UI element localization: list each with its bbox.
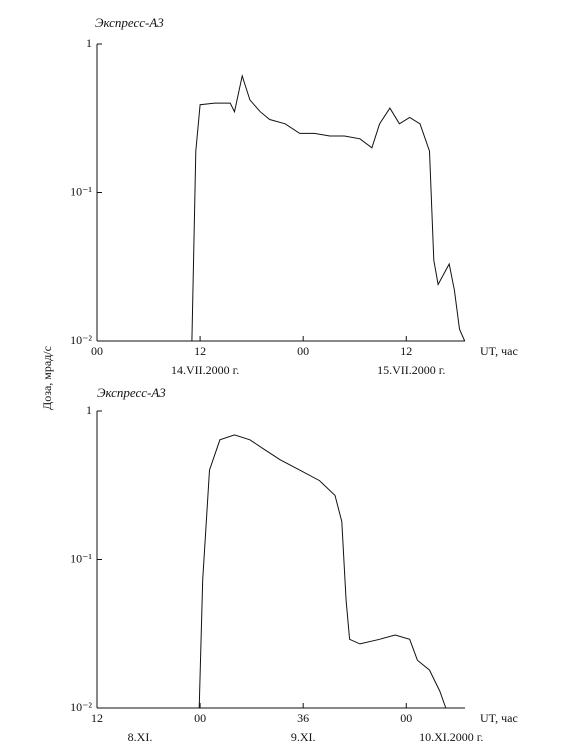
date-label: 15.VII.2000 г. bbox=[377, 363, 445, 377]
y-tick-label: 10⁻² bbox=[70, 333, 92, 347]
x-axis-label: UT, час bbox=[480, 344, 518, 358]
x-tick-label: 00 bbox=[297, 344, 309, 358]
chart-title: Экспресс-А3 bbox=[95, 15, 164, 30]
data-line bbox=[191, 73, 466, 342]
date-label: 8.XI. bbox=[128, 730, 153, 744]
x-tick-label: 00 bbox=[194, 711, 206, 725]
x-axis-label: UT, час bbox=[480, 711, 518, 725]
x-tick-label: 12 bbox=[194, 344, 206, 358]
x-tick-label: 36 bbox=[297, 711, 309, 725]
date-label: 14.VII.2000 г. bbox=[171, 363, 239, 377]
y-tick-label: 1 bbox=[86, 36, 92, 50]
date-label: 10.XI.2000 г. bbox=[419, 730, 483, 744]
y-tick-label: 1 bbox=[86, 403, 92, 417]
x-tick-label: 00 bbox=[400, 711, 412, 725]
chart-title: Экспресс-А3 bbox=[97, 385, 166, 400]
x-tick-label: 00 bbox=[91, 344, 103, 358]
x-tick-label: 12 bbox=[91, 711, 103, 725]
y-tick-label: 10⁻² bbox=[70, 700, 92, 714]
y-tick-label: 10⁻¹ bbox=[70, 551, 92, 565]
y-tick-label: 10⁻¹ bbox=[70, 184, 92, 198]
data-line bbox=[198, 434, 447, 709]
date-label: 9.XI. bbox=[291, 730, 316, 744]
y-axis-label: Доза, мрад/с bbox=[40, 346, 54, 410]
x-tick-label: 12 bbox=[400, 344, 412, 358]
